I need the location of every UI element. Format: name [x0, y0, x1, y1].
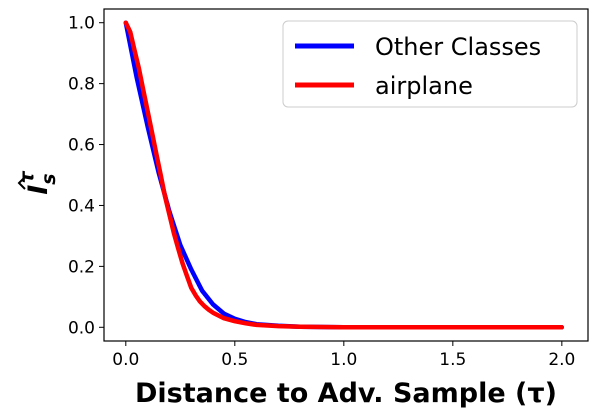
y-tick-label: 0.6 — [68, 136, 95, 156]
legend-box — [282, 20, 578, 108]
x-tick-label: 1.0 — [330, 350, 357, 370]
x-tick-label: 0.5 — [221, 350, 248, 370]
x-tick-label: 2.0 — [548, 350, 575, 370]
series-line-airplane — [123, 20, 565, 330]
y-label-sub: s — [38, 173, 60, 184]
x-axis-ticks: 0.0 0.5 1.0 1.5 2.0 — [112, 341, 575, 370]
y-tick-label: 0.4 — [68, 196, 95, 216]
x-tick-label: 0.0 — [112, 350, 139, 370]
y-tick-label: 0.2 — [68, 257, 95, 277]
x-axis-label: Distance to Adv. Sample (τ) — [135, 378, 557, 409]
svg-text:Isτ: Isτ — [16, 170, 60, 194]
axes-frame — [103, 8, 589, 342]
y-tick-label: 1.0 — [68, 14, 95, 34]
y-label-base: I — [23, 185, 54, 195]
y-axis-ticks: 0.0 0.2 0.4 0.6 0.8 1.0 — [68, 14, 104, 338]
plot-area — [103, 8, 589, 342]
y-tick-label: 0.8 — [68, 75, 95, 95]
legend: Other Classes airplane — [282, 20, 578, 108]
y-tick-label: 0.0 — [68, 318, 95, 338]
legend-label-airplane: airplane — [375, 72, 473, 100]
x-tick-label: 1.5 — [439, 350, 466, 370]
legend-label-other-classes: Other Classes — [375, 33, 541, 61]
y-label-hat — [17, 176, 26, 190]
series-layer — [123, 20, 565, 330]
y-axis-label: Isτ — [16, 170, 60, 194]
